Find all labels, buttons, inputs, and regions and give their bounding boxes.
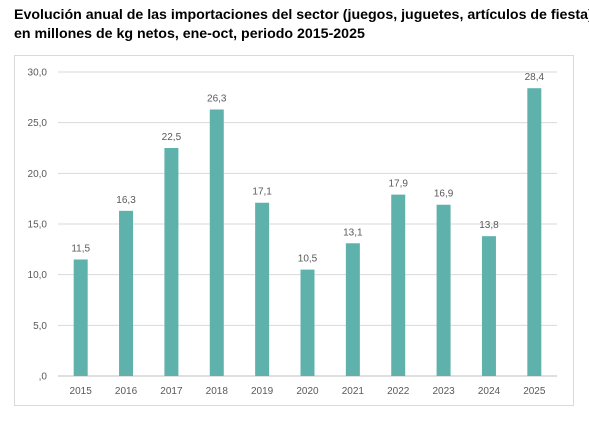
x-tick-label-2015: 2015	[70, 386, 93, 397]
x-tick-label-2025: 2025	[523, 386, 546, 397]
x-tick-label-2024: 2024	[478, 386, 501, 397]
bar-2021	[345, 243, 360, 376]
bar-2020	[300, 269, 315, 376]
data-label-2024: 13,8	[479, 220, 499, 231]
data-label-2023: 16,9	[434, 189, 454, 200]
bar-2019	[255, 202, 270, 376]
y-axis-tick-labels: ,0 5,0 10,0 15,0 20,0 25,0 30,0	[28, 68, 48, 383]
x-tick-label-2016: 2016	[115, 386, 138, 397]
chart-title: Evolución anual de las importaciones del…	[14, 6, 589, 44]
y-tick-label: 30,0	[28, 68, 48, 79]
x-tick-label-2018: 2018	[206, 386, 229, 397]
data-label-2018: 26,3	[207, 93, 227, 104]
data-label-2016: 16,3	[116, 195, 136, 206]
data-label-2019: 17,1	[252, 187, 272, 198]
y-tick-label: 5,0	[33, 321, 47, 332]
bar-2025	[527, 88, 542, 377]
data-label-2020: 10,5	[298, 254, 318, 265]
bars	[73, 88, 542, 377]
y-tick-label: 10,0	[28, 270, 48, 281]
bar-2017	[164, 148, 179, 376]
data-label-2025: 28,4	[525, 72, 545, 83]
bar-2018	[209, 109, 224, 376]
bar-2023	[436, 204, 451, 376]
data-label-2015: 11,5	[71, 243, 90, 254]
x-tick-label-2021: 2021	[342, 386, 365, 397]
x-axis-tick-labels: 2015 2016 2017 2018 2019 2020 2021 2022 2023 2024…	[70, 386, 546, 397]
x-tick-label-2019: 2019	[251, 386, 274, 397]
chart-frame	[14, 55, 574, 406]
data-label-2017: 22,5	[162, 132, 182, 143]
y-tick-label: 15,0	[28, 220, 48, 231]
bar-2015	[73, 259, 88, 376]
data-labels: 11,5 16,3 22,5 26,3 17,1 10,5 13,1 17,9 16,9 13,8…	[71, 72, 544, 264]
bar-2022	[391, 194, 406, 376]
y-tick-label: 20,0	[28, 169, 48, 180]
x-tick-label-2020: 2020	[296, 386, 319, 397]
x-tick-label-2017: 2017	[160, 386, 183, 397]
chart-title-line-1: Evolución anual de las importaciones del…	[14, 7, 589, 23]
x-tick-label-2022: 2022	[387, 386, 410, 397]
y-tick-label: 25,0	[28, 118, 48, 129]
y-tick-label: ,0	[39, 372, 48, 383]
bar-2024	[481, 236, 496, 376]
data-label-2021: 13,1	[343, 227, 363, 238]
data-label-2022: 17,9	[388, 179, 408, 190]
bar-2016	[119, 210, 134, 376]
chart-title-line-2: en millones de kg netos, ene-oct, period…	[14, 26, 365, 42]
x-tick-label-2023: 2023	[432, 386, 455, 397]
